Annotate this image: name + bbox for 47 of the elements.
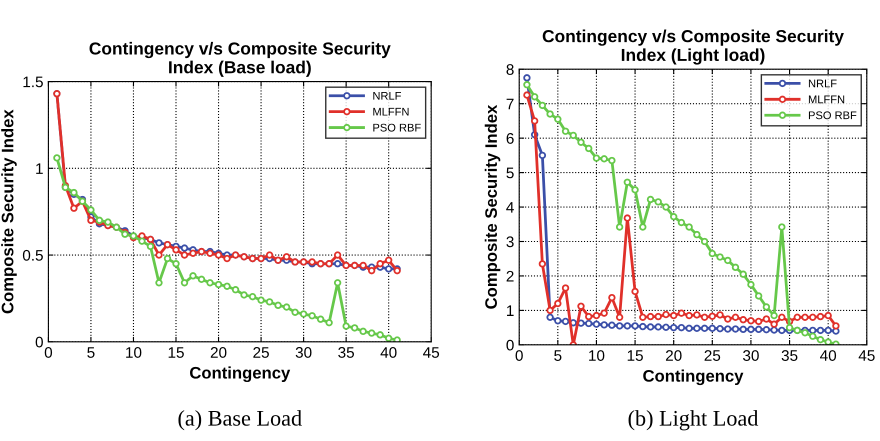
y-tick-label: 1	[36, 163, 43, 174]
y-tick-label: 8	[506, 64, 514, 75]
legend-label: MLFFN	[808, 96, 844, 104]
x-tick-label: 10	[589, 350, 604, 361]
y-tick-label: 5	[506, 168, 514, 178]
legend-label: PSO RBF	[373, 124, 421, 132]
x-tick-label: 45	[423, 347, 440, 358]
y-tick-label: 0	[36, 336, 43, 348]
x-tick-label: 15	[628, 350, 643, 361]
legend-label: PSO RBF	[808, 111, 856, 120]
x-axis-title: Contingency	[190, 366, 290, 382]
x-tick-label: 5	[554, 350, 562, 361]
x-tick-label: 45	[858, 350, 875, 361]
x-tick-label: 35	[782, 350, 798, 361]
legend-label: NRLF	[808, 80, 837, 88]
text: (b) Light Load	[628, 410, 758, 430]
y-tick-label: 0.5	[22, 250, 43, 261]
x-tick-label: 30	[296, 347, 312, 358]
y-tick-label: 0	[506, 340, 514, 351]
y-tick-label: 3	[506, 236, 514, 248]
text: (a) Base Load	[178, 410, 302, 430]
x-tick-label: 20	[666, 350, 682, 361]
x-tick-label: 5	[87, 347, 95, 358]
x-tick-label: 0	[44, 347, 52, 358]
legend-label: MLFFN	[373, 108, 409, 116]
x-tick-label: 25	[253, 347, 269, 358]
x-tick-label: 15	[168, 347, 184, 358]
chart-title: Contingency v/s Composite Security Index (Base load)	[90, 42, 391, 77]
y-tick-label: 7	[506, 98, 514, 110]
x-tick-label: 20	[210, 347, 226, 358]
y-tick-label: 4	[506, 202, 514, 213]
y-axis-title: Composite Security Index	[1, 109, 17, 314]
legend-label: NRLF	[373, 92, 401, 100]
y-tick-label: 6	[506, 133, 514, 144]
y-axis-title: Composite Security Index	[484, 104, 500, 309]
x-tick-label: 35	[338, 347, 354, 358]
x-tick-label: 0	[516, 350, 523, 361]
y-tick-label: 2	[506, 270, 514, 282]
y-tick-label: 1	[507, 305, 514, 316]
x-tick-label: 10	[126, 347, 142, 358]
x-tick-label: 40	[380, 347, 397, 358]
x-tick-label: 25	[704, 350, 720, 361]
x-tick-label: 30	[743, 350, 759, 361]
x-axis-title: Contingency	[643, 370, 744, 386]
y-tick-label: 1.5	[23, 76, 43, 88]
chart-title: Contingency v/s Composite Security Index (Light load)	[542, 30, 844, 65]
x-tick-label: 40	[820, 350, 836, 361]
